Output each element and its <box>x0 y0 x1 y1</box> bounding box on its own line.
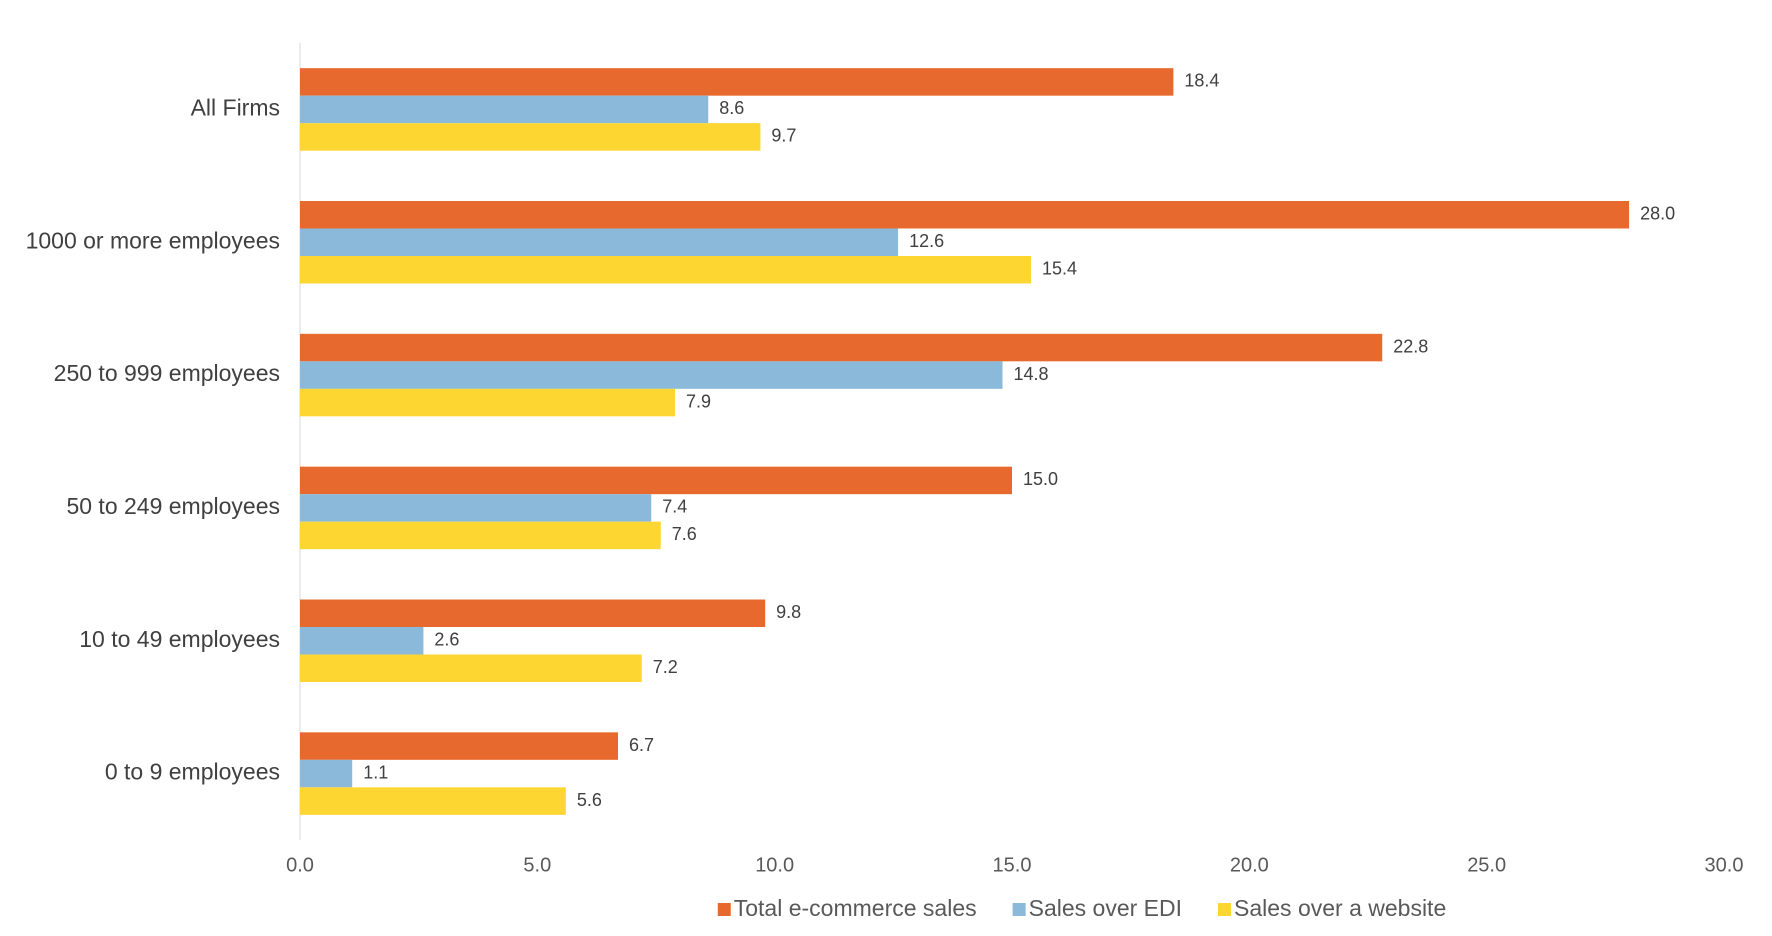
y-tick-label: 1000 or more employees <box>26 227 280 253</box>
bar <box>300 521 661 550</box>
data-label: 2.6 <box>434 630 459 650</box>
data-label: 7.9 <box>686 391 711 411</box>
bar <box>300 201 1630 229</box>
data-label: 18.4 <box>1184 71 1219 91</box>
data-label: 12.6 <box>909 231 944 251</box>
bar <box>300 123 761 151</box>
x-tick-label: 0.0 <box>286 854 314 876</box>
data-label: 6.7 <box>629 735 654 755</box>
data-label: 7.6 <box>672 524 697 544</box>
bar <box>300 494 652 522</box>
legend-label: Total e-commerce sales <box>734 895 977 921</box>
x-tick-label: 5.0 <box>523 854 551 876</box>
bar <box>300 466 1012 495</box>
bar <box>300 654 642 682</box>
x-tick-label: 20.0 <box>1230 854 1269 876</box>
bar <box>300 333 1383 362</box>
data-label: 15.4 <box>1042 259 1077 279</box>
x-tick-label: 25.0 <box>1467 854 1506 876</box>
data-label: 14.8 <box>1014 364 1049 384</box>
y-tick-label: 250 to 999 employees <box>54 360 280 386</box>
bar <box>300 759 353 788</box>
legend-marker <box>717 903 731 916</box>
legend-marker <box>1012 903 1026 916</box>
legend-label: Sales over EDI <box>1029 895 1182 921</box>
x-tick-label: 10.0 <box>755 854 794 876</box>
bar <box>300 732 619 760</box>
bar <box>300 361 1003 389</box>
legend-marker <box>1218 903 1232 916</box>
bar <box>300 68 1174 96</box>
bar <box>300 787 566 815</box>
bar <box>300 95 709 124</box>
bar <box>300 627 424 655</box>
legend-label: Sales over a website <box>1234 895 1446 921</box>
bar <box>300 256 1031 284</box>
y-tick-label: 0 to 9 employees <box>105 759 280 785</box>
bar <box>300 228 899 256</box>
x-tick-label: 30.0 <box>1705 854 1744 876</box>
data-label: 9.8 <box>776 602 801 622</box>
data-label: 9.7 <box>771 126 796 146</box>
bar <box>300 599 766 627</box>
x-tick-label: 15.0 <box>993 854 1032 876</box>
data-label: 7.2 <box>653 657 678 677</box>
data-label: 22.8 <box>1393 336 1428 356</box>
data-label: 5.6 <box>577 790 602 810</box>
data-label: 28.0 <box>1640 204 1675 224</box>
data-label: 15.0 <box>1023 469 1058 489</box>
data-label: 8.6 <box>719 98 744 118</box>
y-tick-label: 10 to 49 employees <box>79 626 280 652</box>
bar <box>300 388 675 417</box>
y-tick-label: All Firms <box>191 94 280 120</box>
y-tick-label: 50 to 249 employees <box>66 493 280 519</box>
data-label: 1.1 <box>363 762 388 782</box>
data-label: 7.4 <box>662 497 687 517</box>
